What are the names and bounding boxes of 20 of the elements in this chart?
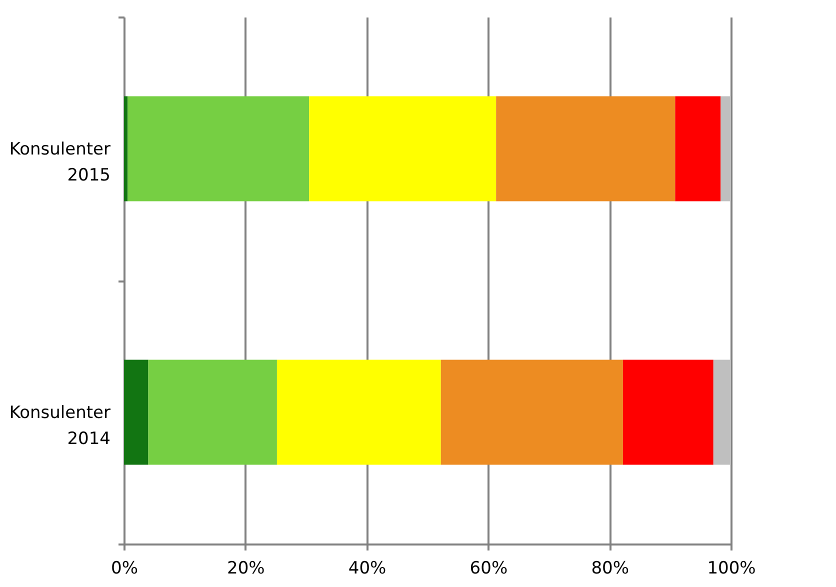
bar bbox=[720, 96, 731, 202]
y-tick-label: Konsulenter 2015 bbox=[9, 139, 110, 186]
bar bbox=[622, 360, 714, 465]
x-tick-label: 60% bbox=[470, 558, 508, 578]
x-tick-label: 80% bbox=[591, 558, 629, 578]
bar bbox=[124, 96, 128, 202]
bar bbox=[713, 360, 731, 465]
x-tick-label: 40% bbox=[348, 558, 386, 578]
bar bbox=[276, 360, 441, 465]
bar bbox=[675, 96, 721, 202]
bar bbox=[309, 96, 496, 202]
x-tick-label: 100% bbox=[707, 558, 756, 578]
bar bbox=[440, 360, 623, 465]
y-tick-label: Konsulenter 2014 bbox=[9, 402, 110, 449]
bar bbox=[496, 96, 676, 202]
x-tick-label: 20% bbox=[227, 558, 265, 578]
bar bbox=[128, 96, 310, 202]
bar bbox=[148, 360, 277, 465]
x-tick-label: 0% bbox=[111, 558, 138, 578]
bar bbox=[124, 360, 148, 465]
